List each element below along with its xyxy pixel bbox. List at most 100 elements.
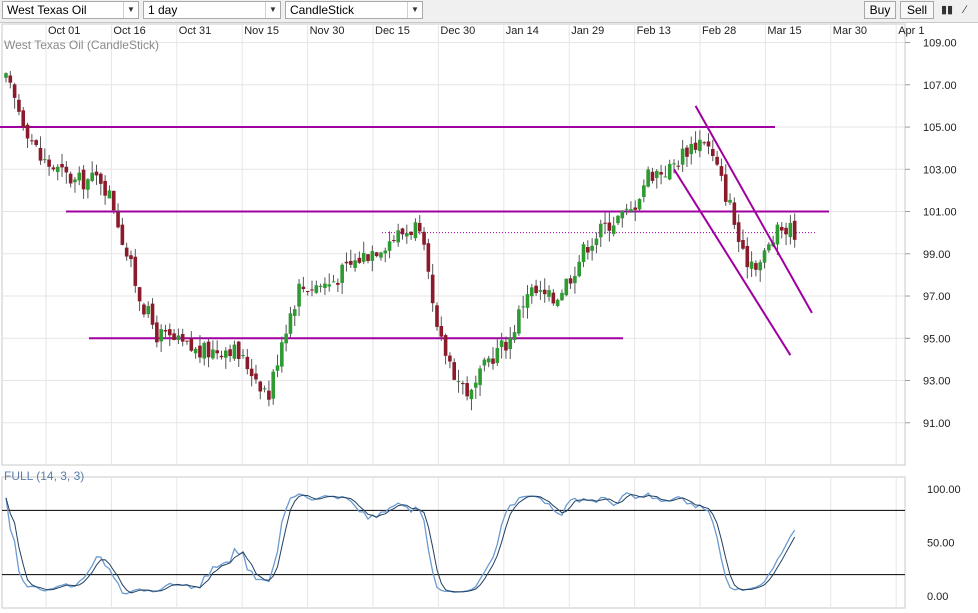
draw-line-icon[interactable]: ∕ [964, 4, 966, 16]
candle-up [478, 368, 482, 385]
candle-down [336, 282, 340, 285]
candle-up [508, 337, 513, 350]
trend-channel [673, 105, 813, 356]
candle-down [21, 110, 26, 128]
candle-up [146, 305, 151, 315]
candle-up [616, 215, 620, 224]
candle-down [124, 247, 129, 257]
candle-down [706, 141, 711, 147]
candle-down [344, 261, 349, 264]
candle-down [779, 226, 784, 231]
candle-down [551, 292, 556, 304]
candle-up [77, 172, 82, 181]
candle-down [422, 231, 426, 245]
candle-up [749, 261, 754, 269]
candle-down [254, 373, 258, 380]
candle-down [465, 383, 469, 397]
candle-down [258, 381, 263, 392]
grid [1, 23, 906, 609]
candle-up [689, 143, 694, 155]
candle-down [676, 165, 681, 167]
candle-up [86, 179, 90, 190]
candle-up [73, 179, 77, 183]
candle-up [288, 313, 293, 334]
candle-up [654, 170, 659, 178]
candle-down [180, 334, 185, 342]
y-tick-label: 99.00 [923, 249, 951, 261]
candle-up [577, 261, 582, 277]
oscillator-y-tick-label: 50.00 [927, 538, 955, 550]
candle-up [90, 172, 94, 181]
candle-up [340, 264, 344, 283]
oscillator-d-line [5, 493, 796, 594]
chart-area[interactable]: 109.00 107.00 105.00 103.00 101.00 99.00 97.00… [0, 22, 978, 613]
oscillator-k-line [5, 492, 796, 595]
candle-down [155, 322, 159, 343]
candle-down [659, 172, 663, 175]
candle-down [103, 180, 107, 196]
candle-down [94, 171, 99, 176]
toolbar: West Texas Oil ▼ 1 day ▼ CandleStick ▼ B… [0, 0, 978, 23]
candle-down [111, 190, 116, 211]
oscillator-y-tick-label: 100.00 [927, 484, 961, 496]
oscillator-plot-frame [1, 476, 906, 609]
candle-down [374, 252, 379, 257]
x-tick-label: Jan 14 [506, 25, 539, 37]
candle-down [723, 174, 728, 202]
candle-down [142, 304, 146, 315]
candle-up [55, 166, 60, 173]
candle-down [607, 222, 612, 231]
candle-up [292, 309, 297, 316]
buy-button[interactable]: Buy [864, 1, 896, 19]
chart-style-select[interactable]: CandleStick ▼ [285, 1, 423, 19]
candle-down [348, 260, 353, 265]
y-tick-label: 97.00 [923, 291, 951, 303]
candle-up [232, 344, 237, 359]
x-tick-label: Dec 30 [440, 25, 475, 37]
sell-button[interactable]: Sell [900, 1, 934, 19]
chart-title: West Texas Oil (CandleStick) [4, 38, 159, 52]
candle-down [305, 290, 310, 293]
candle-down [392, 240, 396, 242]
candle-down [267, 390, 271, 400]
indicator-icon[interactable]: ▮▮ [940, 4, 954, 16]
candle-down [586, 247, 590, 253]
candles [4, 71, 797, 411]
candle-up [297, 283, 301, 307]
candle-up [629, 209, 633, 212]
candle-up [667, 164, 672, 180]
chevron-down-icon: ▼ [123, 2, 138, 18]
candle-down [172, 333, 176, 340]
candle-up [318, 285, 323, 287]
candle-up [107, 190, 112, 199]
candle-down [137, 287, 142, 302]
x-tick-label: Dec 15 [375, 25, 410, 37]
candle-up [538, 290, 543, 292]
timeframe-select[interactable]: 1 day ▼ [143, 1, 281, 19]
candle-up [680, 148, 685, 165]
y-tick-label: 95.00 [923, 333, 951, 345]
candle-down [150, 303, 155, 325]
horizontal-levels [0, 126, 829, 340]
chart-style-value: CandleStick [290, 3, 355, 17]
candle-up [775, 224, 780, 245]
candle-up [728, 199, 732, 203]
y-tick-label: 103.00 [923, 164, 957, 176]
candle-up [323, 283, 327, 288]
candle-down [461, 383, 465, 385]
candle-down [25, 124, 30, 139]
candle-down [491, 358, 495, 364]
candle-up [581, 244, 586, 263]
candle-up [327, 284, 332, 287]
candle-up [314, 285, 319, 293]
candle-up [379, 252, 383, 258]
candle-down [236, 341, 241, 359]
candle-up [495, 347, 500, 363]
candle-down [711, 149, 715, 156]
candle-up [361, 252, 366, 262]
main-plot-frame [1, 23, 906, 466]
x-tick-label: Mar 30 [833, 25, 867, 37]
candle-up [370, 251, 375, 261]
x-tick-label: Jan 29 [571, 25, 604, 37]
symbol-select[interactable]: West Texas Oil ▼ [2, 1, 139, 19]
